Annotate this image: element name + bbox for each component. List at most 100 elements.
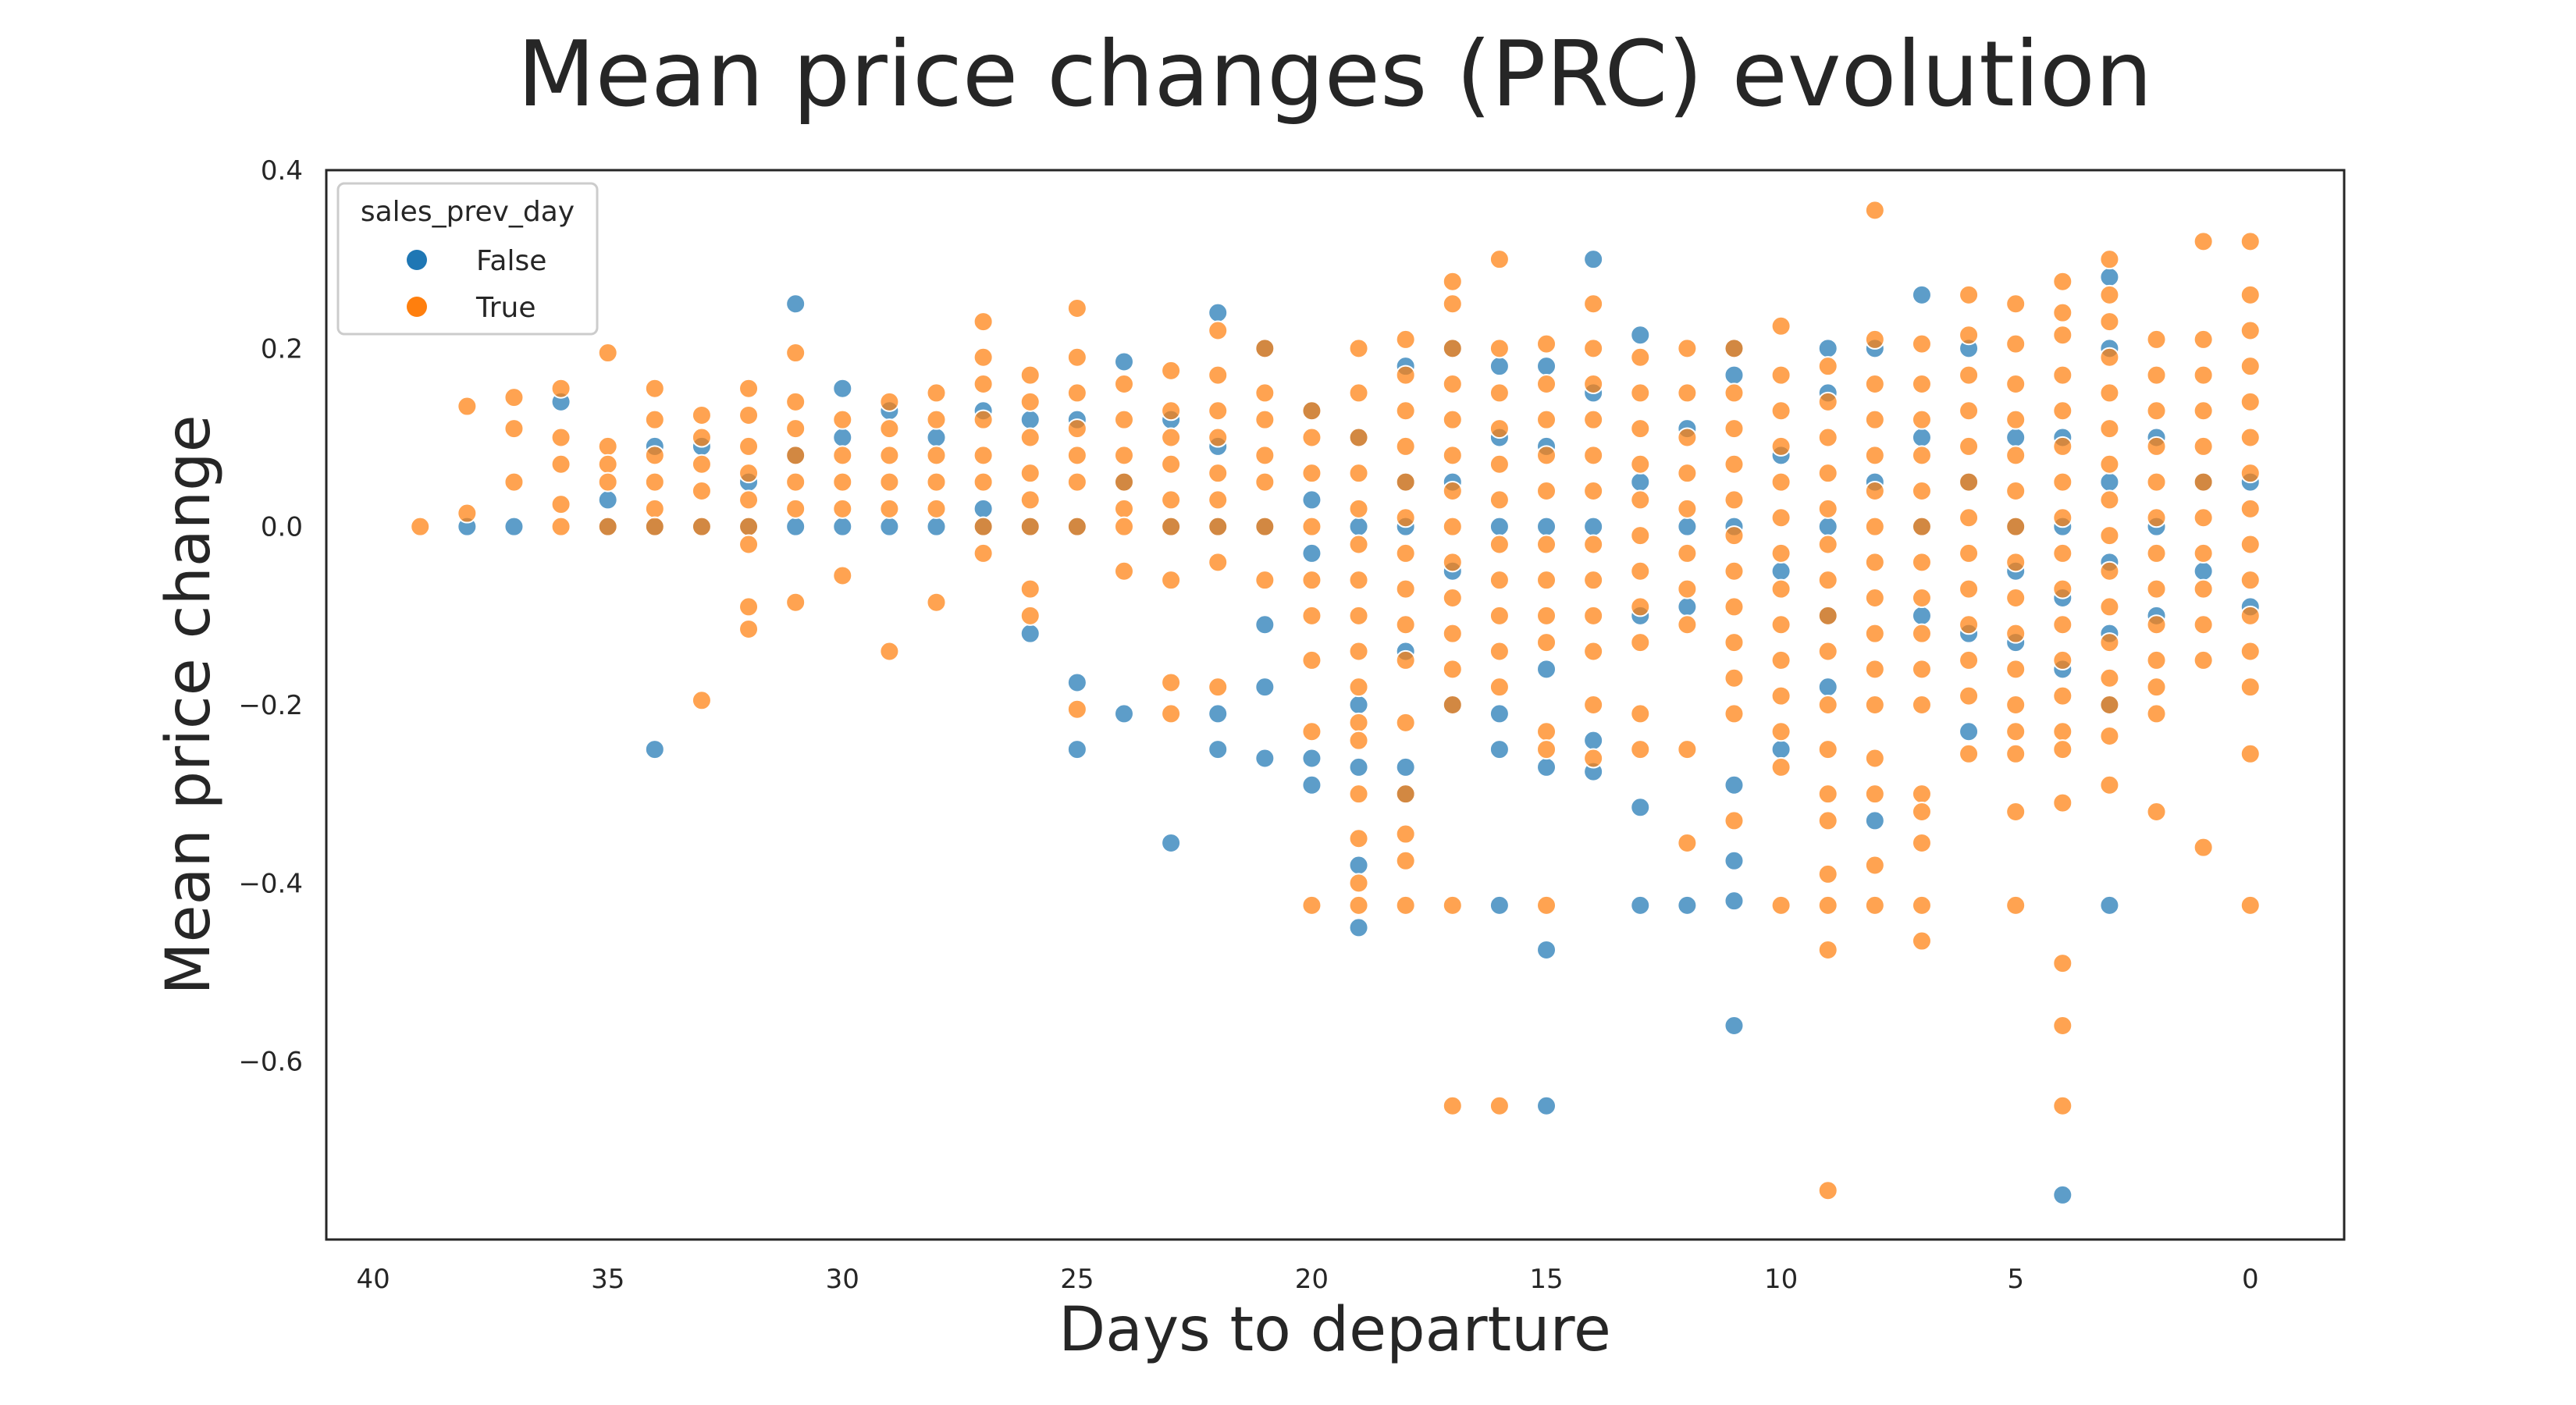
scatter-point (1911, 445, 1932, 466)
legend-label-true: True (475, 292, 535, 324)
scatter-point (1536, 374, 1557, 394)
scatter-point (1630, 560, 1651, 582)
scatter-point (691, 404, 712, 425)
x-tick-label: 10 (1764, 1264, 1798, 1295)
scatter-point (973, 471, 994, 493)
scatter-point (1864, 409, 1885, 430)
scatter-point (1536, 333, 1557, 354)
scatter-point (2099, 725, 2120, 746)
scatter-point (1677, 498, 1698, 519)
scatter-point (1161, 516, 1182, 537)
scatter-point (1348, 382, 1369, 404)
scatter-point (2052, 436, 2073, 457)
scatter-point (1583, 293, 1604, 315)
scatter-point (1113, 445, 1134, 466)
scatter-point (1677, 596, 1698, 617)
scatter-point (2099, 774, 2120, 795)
scatter-point (1208, 463, 1229, 484)
scatter-point (1770, 542, 1791, 564)
scatter-point (550, 378, 571, 399)
scatter-point (1911, 552, 1932, 573)
scatter-point (644, 378, 665, 399)
scatter-point (2005, 659, 2026, 680)
scatter-point (1113, 471, 1134, 493)
scatter-point (1019, 605, 1041, 626)
scatter-point (926, 409, 947, 430)
scatter-point (1254, 471, 1276, 493)
scatter-point (785, 471, 806, 493)
scatter-point (1019, 409, 1041, 430)
scatter-point (1208, 552, 1229, 573)
scatter-point (1536, 739, 1557, 760)
scatter-point (1959, 721, 1980, 742)
scatter-point (1254, 748, 1276, 769)
scatter-point (1066, 699, 1087, 720)
scatter-point (1348, 730, 1369, 751)
scatter-point (1911, 930, 1932, 951)
scatter-point (2005, 333, 2026, 354)
scatter-point (2193, 837, 2214, 858)
scatter-point (1583, 730, 1604, 751)
scatter-point (973, 498, 994, 519)
scatter-point (1395, 507, 1416, 528)
y-tick-label: −0.6 (238, 1047, 303, 1078)
scatter-point (1301, 489, 1322, 510)
scatter-point (1677, 578, 1698, 599)
scatter-point (2193, 507, 2214, 528)
scatter-point (1583, 249, 1604, 270)
legend-label-false: False (476, 245, 546, 277)
scatter-point (1630, 596, 1651, 617)
scatter-point (1911, 784, 1932, 805)
x-tick-label: 40 (356, 1264, 390, 1295)
scatter-point (1817, 338, 1838, 359)
scatter-point (1959, 471, 1980, 493)
scatter-point (1677, 832, 1698, 853)
scatter-point (1536, 659, 1557, 680)
y-axis-ticks: 0.4 0.2 0.0 −0.2 −0.4 −0.6 (238, 155, 303, 1078)
scatter-point (2240, 391, 2261, 412)
scatter-point (1066, 347, 1087, 368)
scatter-point (1770, 560, 1791, 582)
scatter-point (1442, 695, 1463, 715)
scatter-point (2146, 436, 2167, 457)
scatter-point (1959, 400, 1980, 422)
scatter-point (2099, 489, 2120, 510)
scatter-point (1489, 677, 1510, 698)
scatter-point (785, 293, 806, 315)
x-tick-label: 30 (826, 1264, 859, 1295)
scatter-point (1019, 391, 1041, 412)
x-tick-label: 15 (1529, 1264, 1563, 1295)
scatter-point (1348, 756, 1369, 777)
scatter-point (879, 471, 900, 493)
scatter-point (1630, 471, 1651, 493)
scatter-point (2099, 632, 2120, 653)
scatter-point (1770, 721, 1791, 742)
scatter-point (2099, 560, 2120, 582)
scatter-point (1959, 614, 1980, 635)
scatter-point (1817, 391, 1838, 412)
scatter-point (1395, 365, 1416, 386)
scatter-point (1630, 418, 1651, 439)
scatter-point (1489, 454, 1510, 475)
scatter-point (2099, 667, 2120, 688)
scatter-point (1864, 588, 1885, 608)
scatter-point (973, 445, 994, 466)
scatter-point (1817, 863, 1838, 884)
scatter-point (1911, 374, 1932, 394)
scatter-point (1161, 672, 1182, 693)
scatter-point (926, 498, 947, 519)
scatter-point (1630, 895, 1651, 916)
scatter-point (738, 516, 760, 537)
scatter-point (1442, 588, 1463, 608)
scatter-point (1724, 1016, 1745, 1036)
scatter-point (1348, 917, 1369, 938)
scatter-point (1348, 677, 1369, 698)
scatter-point (1489, 249, 1510, 270)
scatter-point (691, 690, 712, 711)
scatter-point (2099, 471, 2120, 493)
scatter-point (973, 542, 994, 564)
scatter-point (1489, 418, 1510, 439)
scatter-point (1348, 605, 1369, 626)
scatter-point (1348, 570, 1369, 591)
scatter-point (1911, 802, 1932, 822)
